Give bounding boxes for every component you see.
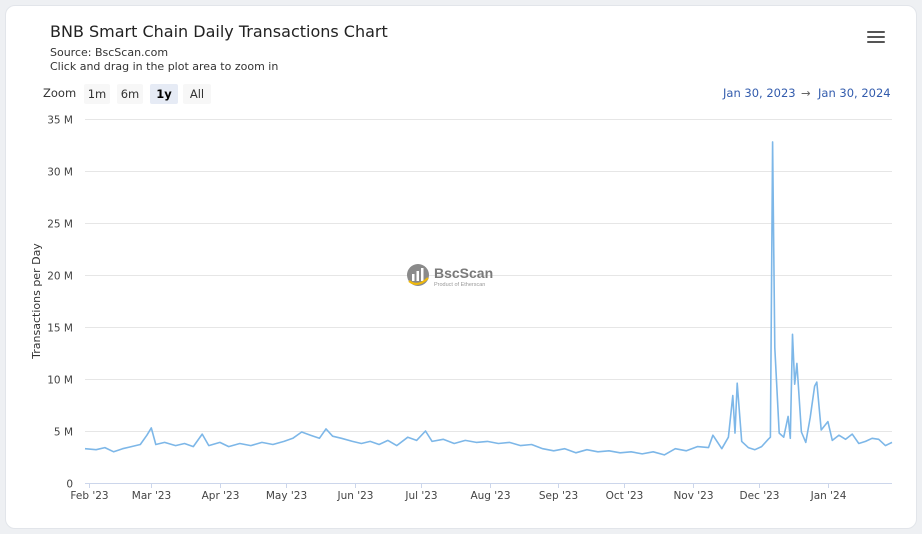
x-tick-labels: Feb '23 Mar '23 Apr '23 May '23 Jun '23 Jul '… — [70, 483, 847, 502]
x-tick-label: Jul '23 — [404, 490, 437, 502]
x-tick-label: Mar '23 — [132, 490, 171, 502]
menu-bar — [867, 40, 885, 43]
y-tick-label: 10 M — [47, 375, 73, 387]
x-tick-label: Oct '23 — [606, 490, 644, 502]
watermark-name: BscScan — [434, 265, 493, 281]
watermark-tagline: Product of Etherscan — [434, 282, 485, 288]
range-from-input[interactable]: Jan 30, 2023 — [723, 86, 796, 100]
zoom-6m-button[interactable]: 6m — [117, 84, 143, 104]
y-tick-label: 30 M — [47, 167, 73, 179]
zoom-all-button[interactable]: All — [183, 84, 211, 104]
y-tick-label: 20 M — [47, 271, 73, 283]
x-tick-label: Aug '23 — [470, 490, 510, 502]
logo-swoosh — [408, 277, 429, 285]
x-tick-label: May '23 — [266, 490, 307, 502]
y-axis-label: Transactions per Day — [30, 243, 43, 360]
menu-bar — [867, 30, 885, 33]
x-tick-label: Nov '23 — [673, 490, 713, 502]
grid — [85, 119, 892, 432]
hamburger-menu-icon[interactable] — [866, 28, 886, 46]
y-tick-label: 35 M — [47, 115, 73, 127]
chart-title: BNB Smart Chain Daily Transactions Chart — [50, 22, 388, 41]
menu-bar — [867, 35, 885, 38]
y-tick-label: 25 M — [47, 219, 73, 231]
x-tick-label: Sep '23 — [539, 490, 578, 502]
logo-bar — [421, 268, 424, 281]
x-tick-label: Feb '23 — [70, 490, 108, 502]
logo-bar — [412, 274, 415, 281]
range-arrow: → — [801, 86, 811, 100]
series-line-daily-transactions — [84, 141, 893, 456]
zoom-label: Zoom — [43, 86, 77, 100]
chart-source: Source: BscScan.com — [50, 46, 169, 59]
y-tick-label: 0 — [66, 479, 73, 491]
range-to-input[interactable]: Jan 30, 2024 — [818, 86, 891, 100]
y-tick-label: 5 M — [54, 427, 73, 439]
x-tick-label: Jan '24 — [810, 490, 847, 502]
logo-bar — [416, 271, 419, 281]
y-tick-labels: 0 5 M 10 M 15 M 20 M 25 M 30 M 35 M — [47, 115, 73, 491]
x-tick-label: Dec '23 — [740, 490, 780, 502]
bscscan-watermark: BscScan Product of Etherscan — [407, 264, 493, 288]
zoom-1y-button[interactable]: 1y — [150, 84, 178, 104]
zoom-hint: Click and drag in the plot area to zoom … — [50, 60, 279, 73]
x-tick-label: Jun '23 — [337, 490, 374, 502]
y-tick-label: 15 M — [47, 323, 73, 335]
x-tick-label: Apr '23 — [202, 490, 240, 502]
zoom-1m-button[interactable]: 1m — [84, 84, 110, 104]
